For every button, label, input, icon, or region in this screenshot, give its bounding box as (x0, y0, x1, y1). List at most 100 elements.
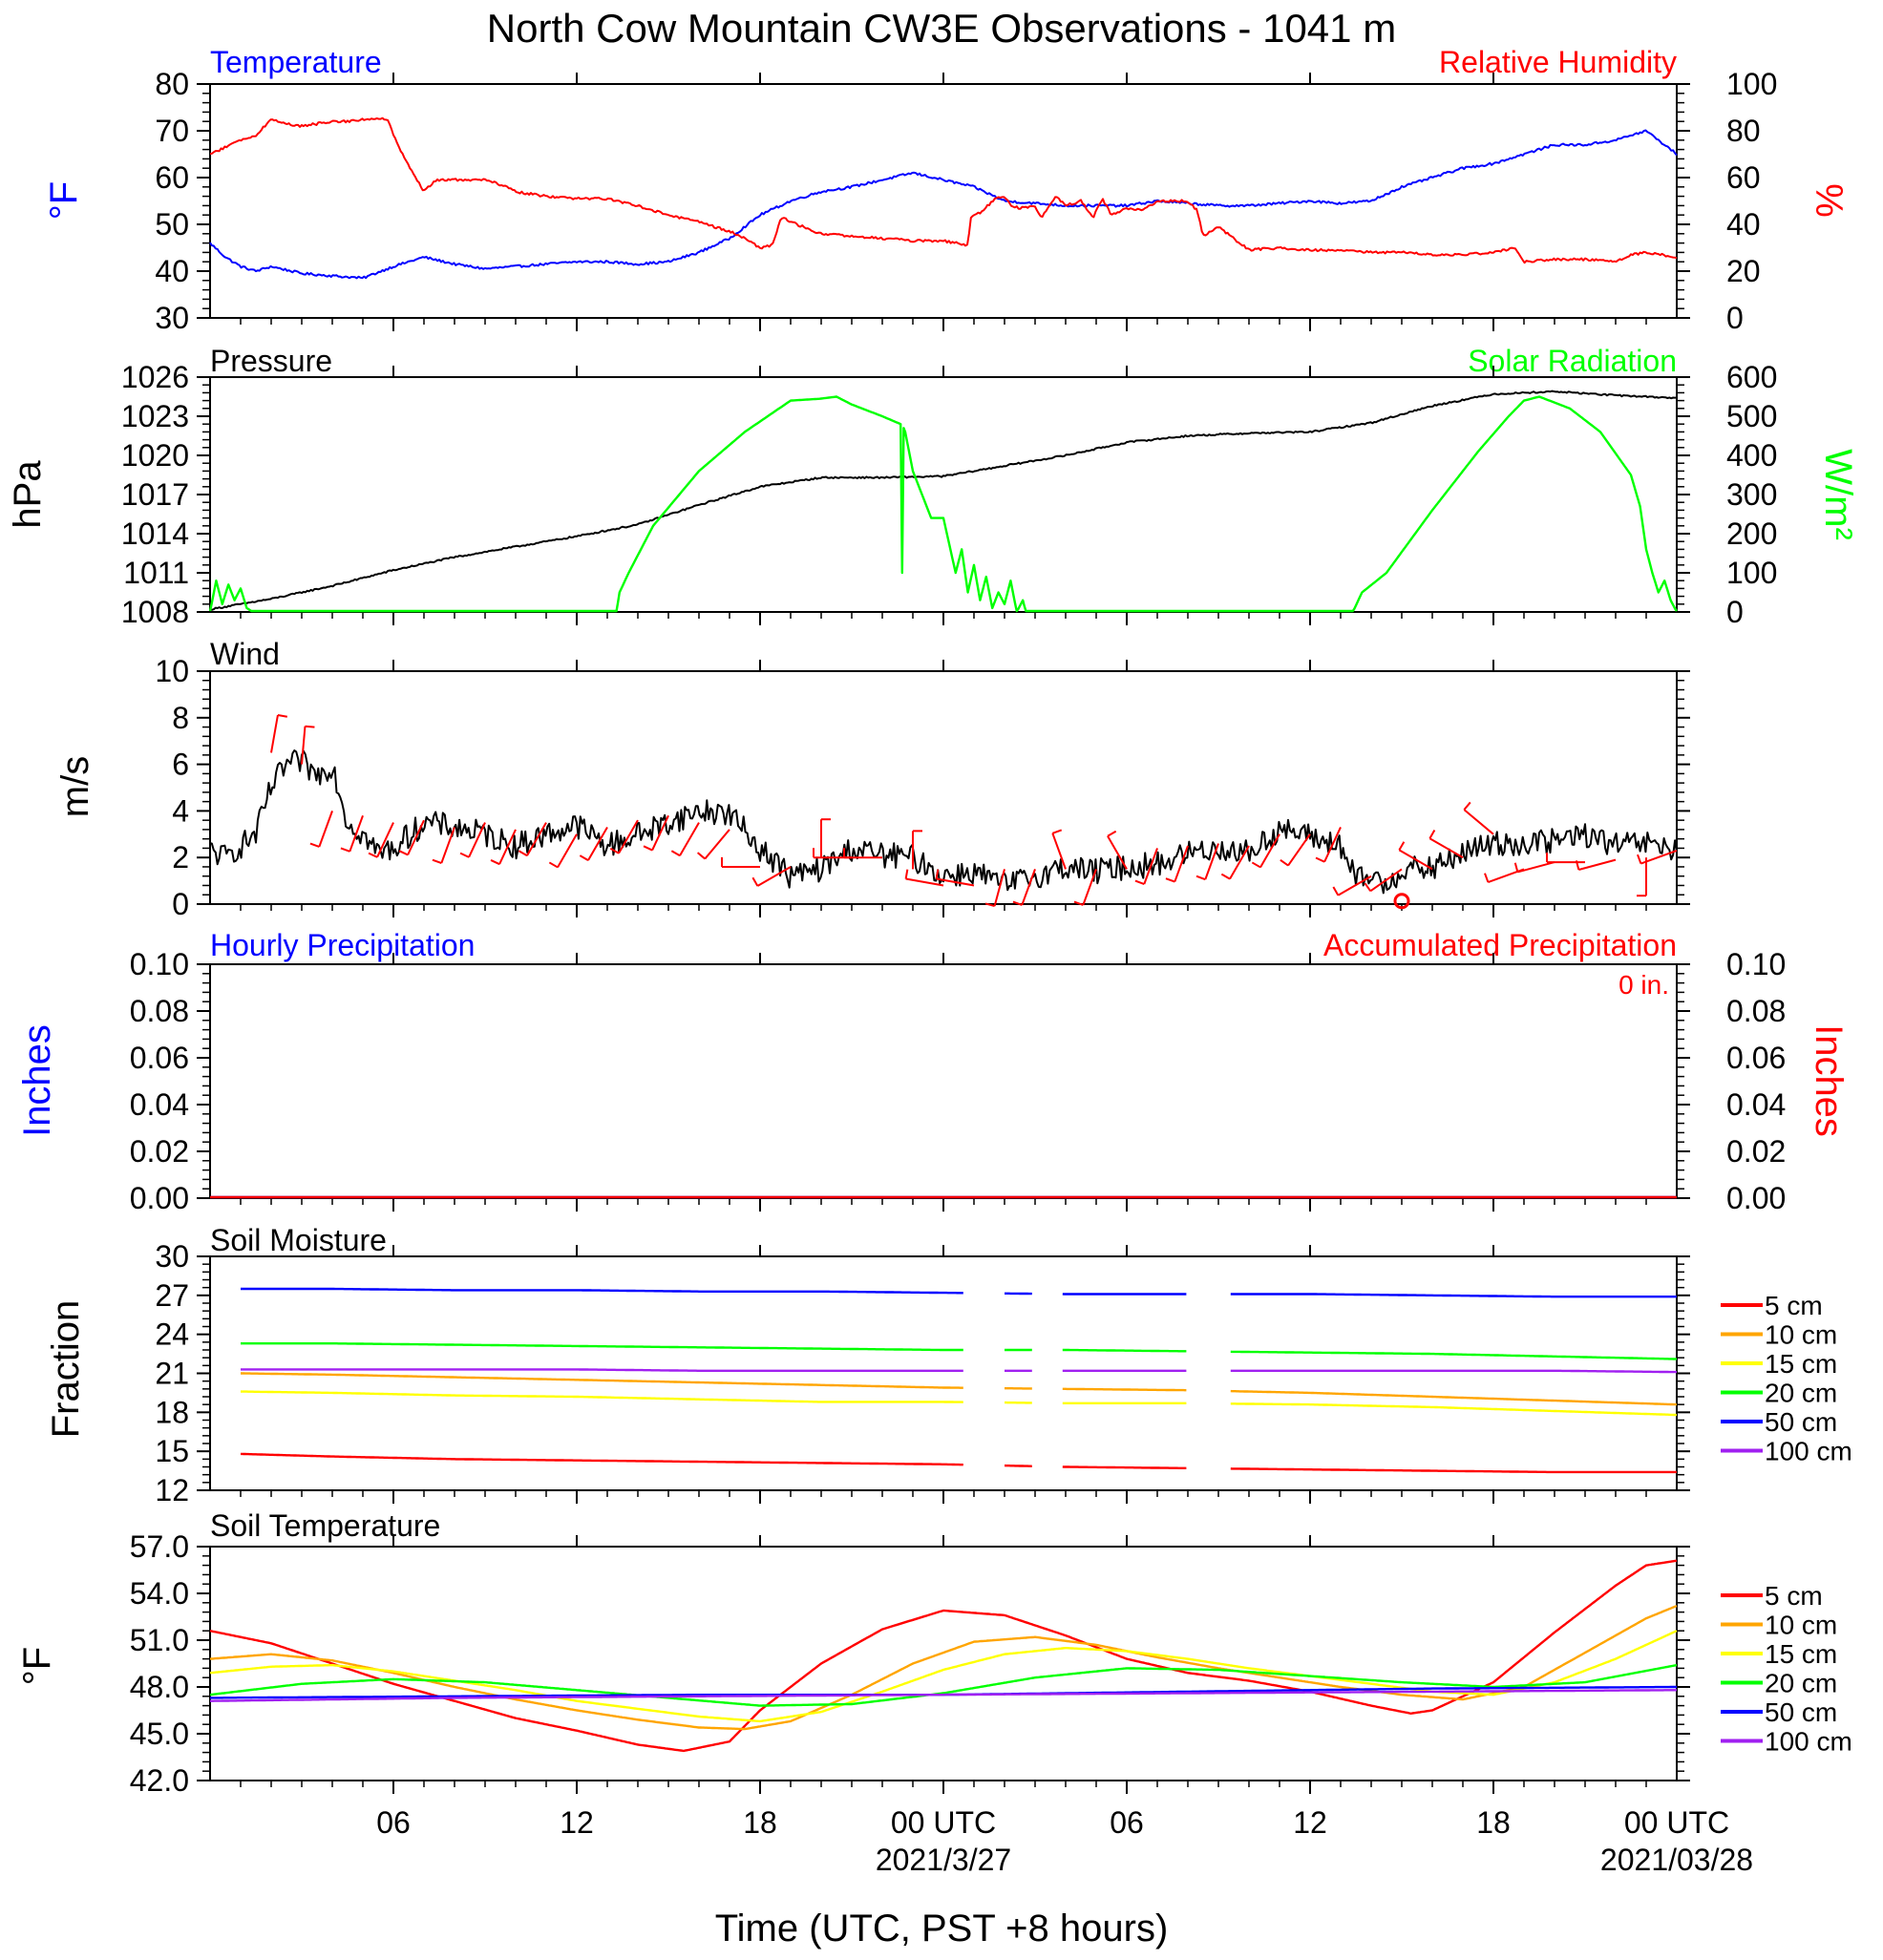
x-tick-label: 00 UTC (1624, 1805, 1729, 1840)
temp-ytick-right-label: 100 (1726, 67, 1777, 101)
hourly-precip-title: Hourly Precipitation (210, 928, 475, 962)
accum-precip-value: 0 in. (1619, 970, 1669, 1000)
wind-barb-flag (935, 869, 940, 879)
x-tick-label: 06 (376, 1805, 411, 1840)
temp-series-relative-humidity (209, 116, 1678, 264)
wind-barb (349, 814, 364, 853)
x-tick-label: 18 (743, 1805, 777, 1840)
pressure-title: Pressure (210, 344, 332, 378)
soilt-legend-label: 5 cm (1765, 1581, 1823, 1611)
wind-barb-flag (1051, 829, 1063, 834)
precip-ytick-label: 0.08 (130, 994, 189, 1028)
pres-ytick-label: 1023 (121, 399, 189, 433)
soilm-ytick-label: 18 (155, 1395, 189, 1429)
precip-ytick-right-label: 0.10 (1726, 947, 1786, 981)
wind-barb-flag (1073, 900, 1084, 906)
wind-barb (301, 726, 307, 765)
pres-ytick-right-label: 300 (1726, 477, 1777, 512)
x-date-label: 2021/03/28 (1600, 1843, 1753, 1877)
wind-barb-flag (1364, 882, 1372, 892)
wind-barb (1107, 835, 1128, 870)
x-tick-label: 00 UTC (891, 1805, 996, 1840)
wind-barb (1143, 848, 1158, 885)
precip-ytick-right-label: 0.00 (1726, 1181, 1786, 1215)
wind-frame (209, 670, 1678, 905)
wind-barb (440, 827, 455, 864)
temp-ytick-right-label: 80 (1726, 114, 1761, 148)
soilm-legend-label: 5 cm (1765, 1291, 1823, 1320)
wind-barb (270, 714, 279, 753)
wind-barb (679, 822, 700, 856)
wind-ytick-label: 10 (155, 654, 189, 688)
solar-ylabel: W/m² (1817, 449, 1859, 540)
soilm-legend-label: 15 cm (1765, 1349, 1837, 1379)
soilt-ytick-label: 48.0 (130, 1670, 189, 1704)
precip-ytick-label: 0.02 (130, 1134, 189, 1169)
temp-ytick-label: 70 (155, 114, 189, 148)
soilm-ytick-label: 21 (155, 1357, 189, 1391)
soilm-legend-label: 10 cm (1765, 1320, 1837, 1350)
wind-barb (587, 826, 608, 861)
temperature-ylabel: °F (43, 181, 85, 220)
solar-title: Solar Radiation (1468, 344, 1677, 378)
soilt-frame (209, 1546, 1678, 1781)
temp-ytick-label: 40 (155, 254, 189, 288)
wind-ylabel: m/s (54, 756, 96, 817)
wind-barb (468, 822, 486, 858)
pres-ytick-right-label: 500 (1726, 399, 1777, 433)
chart-title: North Cow Mountain CW3E Observations - 1… (487, 6, 1396, 51)
wind-barb-flag (368, 852, 378, 858)
temperature-panel: Temperature Relative Humidity °F % 80 70 6… (43, 45, 1850, 335)
wind-barb (704, 829, 730, 860)
soilm-legend-label: 50 cm (1765, 1407, 1837, 1437)
wind-barb-flag (1195, 875, 1206, 881)
pres-series-solar-radiation (208, 395, 1678, 613)
soilm-legend-label: 100 cm (1765, 1437, 1852, 1466)
wind-barb-flag (609, 847, 620, 854)
pres-frame (209, 376, 1678, 613)
precip-frame (209, 963, 1678, 1199)
wind-barb (651, 814, 669, 851)
wind-barb-flag (1575, 860, 1580, 871)
pres-ytick-right-label: 0 (1726, 595, 1744, 629)
wind-barb-flag (1637, 854, 1642, 864)
pres-ytick-label: 1008 (121, 595, 189, 629)
wind-panel: Wind m/s 10 8 6 4 2 0 (54, 637, 1690, 921)
wind-barb (498, 829, 517, 865)
soilt-legend-label: 100 cm (1765, 1727, 1852, 1757)
soilt-legend-label: 50 cm (1765, 1697, 1837, 1727)
precip-ytick-right-label: 0.04 (1726, 1087, 1786, 1122)
soilt-ytick-label: 45.0 (130, 1717, 189, 1751)
wind-barb-flag (1332, 886, 1340, 896)
wind-barb-flag (1280, 859, 1289, 867)
wind-barb (1259, 833, 1280, 868)
wind-barb (318, 811, 333, 848)
soilt-legend-label: 10 cm (1765, 1611, 1837, 1640)
pres-ytick-label: 1020 (121, 438, 189, 473)
temp-ytick-label: 80 (155, 67, 189, 101)
wind-barb (905, 877, 944, 887)
wind-ytick-label: 2 (172, 840, 189, 875)
wind-barb-flag (751, 876, 759, 887)
wind-barb (1463, 809, 1494, 835)
pres-ytick-label: 1011 (123, 556, 189, 590)
soil-moisture-ylabel: Fraction (45, 1300, 87, 1439)
wind-barb (618, 819, 639, 854)
wind-barb (1082, 869, 1097, 906)
wind-barb-flag (1165, 877, 1175, 883)
wind-barb-flag (1107, 830, 1117, 837)
soilm-series-20-cm (241, 1342, 1677, 1360)
soilm-series-50-cm (241, 1287, 1677, 1298)
wind-barb-flag (340, 847, 350, 853)
temp-ytick-label: 30 (155, 301, 189, 335)
pres-ytick-label: 1014 (121, 516, 189, 551)
pres-ytick-right-label: 100 (1726, 556, 1777, 590)
soilt-series-10-cm (209, 1604, 1678, 1731)
x-tick-label: 06 (1110, 1805, 1144, 1840)
wind-barb-flag (309, 842, 320, 848)
temp-ytick-label: 50 (155, 207, 189, 242)
soilm-series-10-cm (241, 1372, 1678, 1406)
wind-barb-flag (670, 850, 681, 857)
pres-ytick-label: 1017 (121, 477, 189, 512)
